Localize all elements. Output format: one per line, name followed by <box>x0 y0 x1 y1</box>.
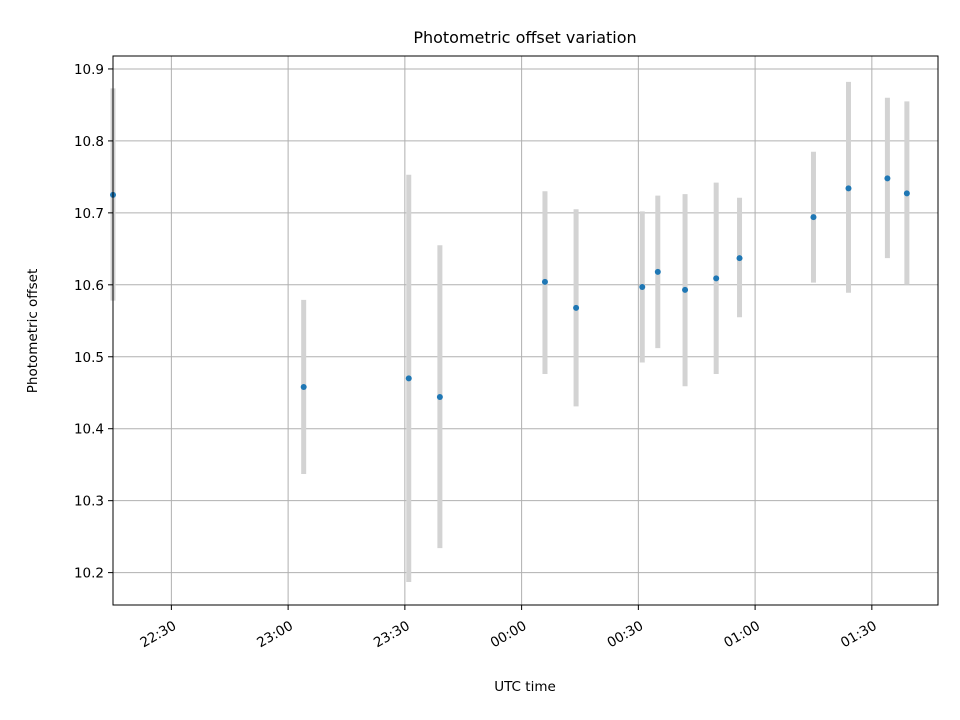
data-point <box>713 275 720 282</box>
y-tick-label: 10.2 <box>74 566 104 582</box>
x-axis-label: UTC time <box>494 679 556 695</box>
plot-frame <box>112 55 939 606</box>
y-tick-label: 10.7 <box>74 206 104 222</box>
y-tick-label: 10.4 <box>74 422 104 438</box>
data-point <box>682 286 689 293</box>
chart-title: Photometric offset variation <box>413 28 636 47</box>
data-point <box>845 185 852 192</box>
data-point <box>654 268 661 275</box>
data-point <box>436 394 443 401</box>
data-point <box>736 255 743 262</box>
data-point <box>903 190 910 197</box>
data-point <box>300 383 307 390</box>
y-tick-label: 10.9 <box>74 62 104 78</box>
data-point <box>884 175 891 182</box>
y-axis-label: Photometric offset <box>25 269 41 393</box>
data-point <box>639 283 646 290</box>
data-point <box>405 375 412 382</box>
y-tick-label: 10.6 <box>74 278 104 294</box>
y-tick-label: 10.3 <box>74 494 104 510</box>
y-tick-label: 10.5 <box>74 350 104 366</box>
y-tick-label: 10.8 <box>74 134 104 150</box>
data-point <box>541 278 548 285</box>
grid <box>113 56 938 605</box>
y-axis-ticks: 10.2 10.3 10.4 10.5 10.6 10.7 10.8 10.9 <box>74 62 113 582</box>
data-point <box>573 304 580 311</box>
data-point <box>810 214 817 221</box>
